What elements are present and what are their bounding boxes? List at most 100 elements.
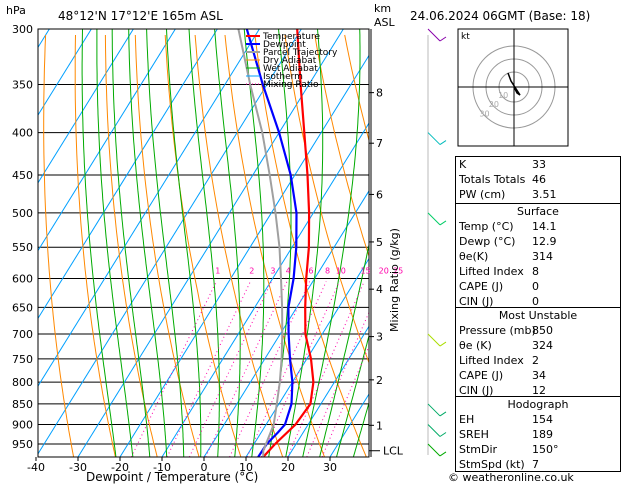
- surface-cin-label: CIN (J): [459, 295, 494, 308]
- wind-barb: [439, 341, 447, 347]
- series-line-dewpoint: [245, 29, 298, 457]
- x-tick-label: 10: [239, 461, 253, 474]
- x-axis-label: Dewpoint / Temperature (°C): [86, 470, 258, 484]
- surface-dewp-value: 12.9: [532, 235, 557, 248]
- x-tick-label: -30: [69, 461, 87, 474]
- mixing-ratio-label: 10: [336, 267, 346, 276]
- mu-cape-value: 34: [532, 369, 546, 382]
- pressure-tick-label: 400: [12, 127, 33, 140]
- mixing-ratio-label: 4: [286, 267, 291, 276]
- dry-adiabat-line: [134, 34, 200, 457]
- surface-thetae-label: θe(K): [459, 250, 489, 263]
- wet-adiabat-line: [214, 29, 241, 457]
- sounding-profiles: [237, 29, 315, 457]
- dry-adiabat-line: [104, 34, 158, 457]
- stmdir-label: StmDir: [459, 443, 498, 456]
- mixing-ratio-label: 8: [325, 267, 330, 276]
- mixing-ratio-label: 25: [393, 267, 403, 276]
- x-tick-label: 20: [281, 461, 295, 474]
- surface-title: Surface: [517, 205, 559, 218]
- wet-adiabat-line: [243, 29, 265, 457]
- eh-value: 154: [532, 413, 553, 426]
- wet-adiabat-line: [128, 29, 168, 457]
- isotherm-line: [38, 29, 92, 117]
- surface-box: Surface Temp (°C) 14.1 Dewp (°C) 12.9 θe(K…: [455, 203, 621, 309]
- legend-label: Temperature: [262, 32, 320, 42]
- series-line-temperature: [262, 29, 315, 457]
- totals-totals-label: Totals Totals: [459, 173, 526, 186]
- stmspd-value: 7: [532, 458, 539, 471]
- surface-cin-value: 0: [532, 295, 539, 308]
- series-line-parcel-trajectory: [237, 29, 284, 457]
- k-index-label: K: [459, 158, 467, 171]
- wind-barb: [427, 212, 441, 226]
- indices-box: K 33 Totals Totals 46 PW (cm) 3.51: [455, 156, 621, 205]
- mu-pressure-label: Pressure (mb): [459, 324, 536, 337]
- hodograph-unit-label: kt: [461, 32, 470, 42]
- mixing-ratio-label: 3: [270, 267, 275, 276]
- wet-adiabat-line: [336, 333, 369, 457]
- stmspd-label: StmSpd (kt): [459, 458, 525, 471]
- dry-adiabat-line: [224, 34, 325, 457]
- pw-label: PW (cm): [459, 188, 506, 201]
- wet-adiabat-line: [111, 29, 151, 457]
- dry-adiabat-line: [194, 34, 284, 457]
- surface-dewp-label: Dewp (°C): [459, 235, 516, 248]
- legend-label: Dewpoint: [263, 40, 306, 50]
- hodograph-trace: [507, 72, 521, 96]
- km-tick-label: 8: [376, 87, 383, 100]
- wet-adiabat-line: [285, 29, 324, 457]
- legend-label: Mixing Ratio: [263, 80, 319, 90]
- totals-totals-value: 46: [532, 173, 546, 186]
- isotherm-line: [203, 189, 369, 457]
- pressure-tick-label: 950: [12, 438, 33, 451]
- wet-adiabat-line: [352, 401, 369, 457]
- isotherm-line: [77, 29, 344, 457]
- mixing-ratio-label: 1: [215, 267, 220, 276]
- x-tick-label: 0: [201, 461, 208, 474]
- dry-adiabat-line: [254, 34, 367, 457]
- legend-label: Parcel Trajectory: [263, 48, 338, 58]
- axes: 3003504004505005506006507007508008509009…: [12, 23, 404, 474]
- wind-barb: [427, 403, 441, 417]
- wind-barb: [439, 451, 447, 457]
- wind-barb: [439, 140, 447, 145]
- wind-barb: [439, 36, 447, 42]
- hodograph-ring-label: 10: [498, 91, 508, 100]
- mu-thetae-label: θe (K): [459, 339, 492, 352]
- surface-temp-label: Temp (°C): [459, 220, 514, 233]
- pressure-tick-label: 450: [12, 169, 33, 182]
- mu-cin-value: 12: [532, 384, 546, 397]
- unstable-title: Most Unstable: [498, 309, 578, 322]
- pressure-tick-label: 750: [12, 353, 33, 366]
- hodograph-ring-label: 30: [479, 110, 489, 119]
- legend-label: Dry Adiabat: [263, 56, 317, 66]
- mixing-ratio-label: 20: [379, 267, 389, 276]
- pressure-tick-label: 550: [12, 241, 33, 254]
- wind-barb: [427, 132, 441, 145]
- wet-adiabat-line: [302, 29, 361, 457]
- isotherm-line: [38, 29, 218, 320]
- mu-pressure-value: 850: [532, 324, 553, 337]
- dry-adiabat-line: [314, 34, 369, 258]
- x-tick-label: -40: [27, 461, 45, 474]
- mu-li-value: 2: [532, 354, 539, 367]
- legend-label: Wet Adiabat: [263, 64, 318, 74]
- wet-adiabat-line: [81, 29, 117, 457]
- x-tick-label: 30: [323, 461, 337, 474]
- surface-thetae-value: 314: [532, 250, 553, 263]
- mixing-ratio-line: [287, 281, 365, 457]
- surface-cape-value: 0: [532, 280, 539, 293]
- km-tick-label: 7: [376, 137, 383, 150]
- x-tick-label: -10: [153, 461, 171, 474]
- legend-label: Isotherm: [263, 72, 303, 82]
- mu-li-label: Lifted Index: [459, 354, 524, 367]
- datetime-title: 24.06.2024 06GMT (Base: 18): [410, 9, 590, 23]
- km-tick-label: 3: [376, 331, 383, 344]
- pressure-tick-label: 850: [12, 398, 33, 411]
- km-tick-label: 2: [376, 374, 383, 387]
- copyright: © weatheronline.co.uk: [448, 471, 574, 484]
